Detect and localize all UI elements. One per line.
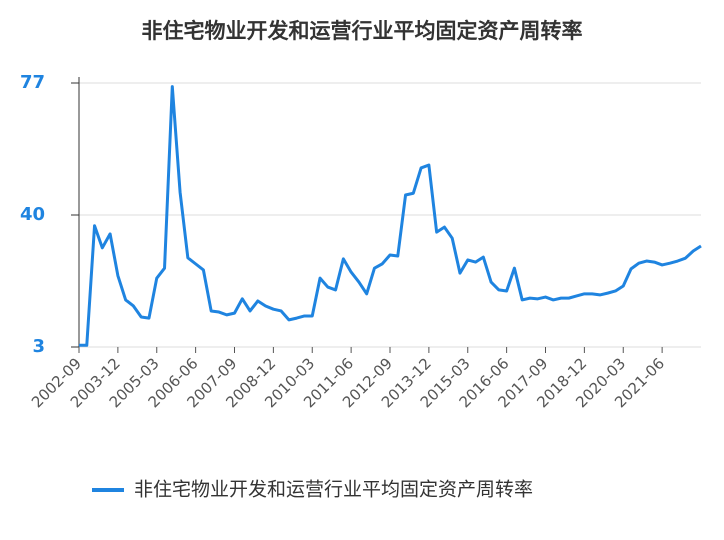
data-line [79,85,702,347]
legend-label: 非住宅物业开发和运营行业平均固定资产周转率 [134,479,533,501]
y-tick-label: 77 [20,72,45,93]
y-tick-label: 40 [20,204,45,225]
y-tick-label: 3 [32,336,45,357]
chart-title: 非住宅物业开发和运营行业平均固定资产周转率 [142,19,583,43]
